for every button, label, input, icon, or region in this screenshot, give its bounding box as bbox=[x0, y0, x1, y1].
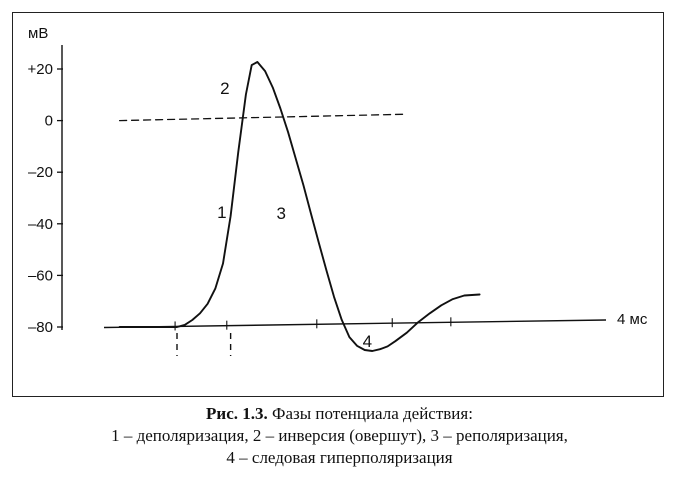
phase-label: 1 bbox=[217, 203, 226, 222]
x-baseline bbox=[103, 319, 607, 329]
figure-frame bbox=[12, 12, 664, 397]
action-potential-curve bbox=[118, 61, 481, 352]
caption-line-2: 1 – деполяризация, 2 – инверсия (овершут… bbox=[111, 426, 568, 445]
caption-line-1: Рис. 1.3. Фазы потенциала действия: bbox=[0, 403, 679, 425]
x-scale-label: 4 мс bbox=[617, 311, 648, 328]
phase-label: 2 bbox=[220, 79, 229, 98]
zero-level-dashed-line bbox=[118, 113, 408, 122]
y-tick-label: –80 bbox=[28, 319, 53, 336]
y-tick-label: –20 bbox=[28, 164, 53, 181]
chart-labels: мВ 4 мс 1 2 3 4 bbox=[28, 25, 648, 351]
action-potential-chart: +20 0 –20 –40 –60 –80 мВ 4 мс 1 2 3 4 bbox=[28, 25, 648, 356]
y-tick-label: –40 bbox=[28, 216, 53, 233]
phase-label: 3 bbox=[276, 204, 285, 223]
caption-line-3: 4 – следовая гиперполяризация bbox=[226, 448, 453, 467]
figure-caption: Рис. 1.3. Фазы потенциала действия: 1 – … bbox=[0, 403, 679, 469]
y-tick-label: +20 bbox=[28, 61, 53, 78]
y-unit-label: мВ bbox=[28, 25, 48, 42]
caption-title: Фазы потенциала действия: bbox=[272, 404, 473, 423]
y-tick-label: 0 bbox=[45, 113, 53, 130]
y-tick-label: –60 bbox=[28, 267, 53, 284]
chart-marks bbox=[118, 61, 481, 352]
chart-axes bbox=[61, 45, 607, 356]
caption-figure-number: Рис. 1.3. bbox=[206, 404, 268, 423]
phase-label: 4 bbox=[363, 332, 372, 351]
y-axis-ticks: +20 0 –20 –40 –60 –80 bbox=[28, 61, 63, 336]
